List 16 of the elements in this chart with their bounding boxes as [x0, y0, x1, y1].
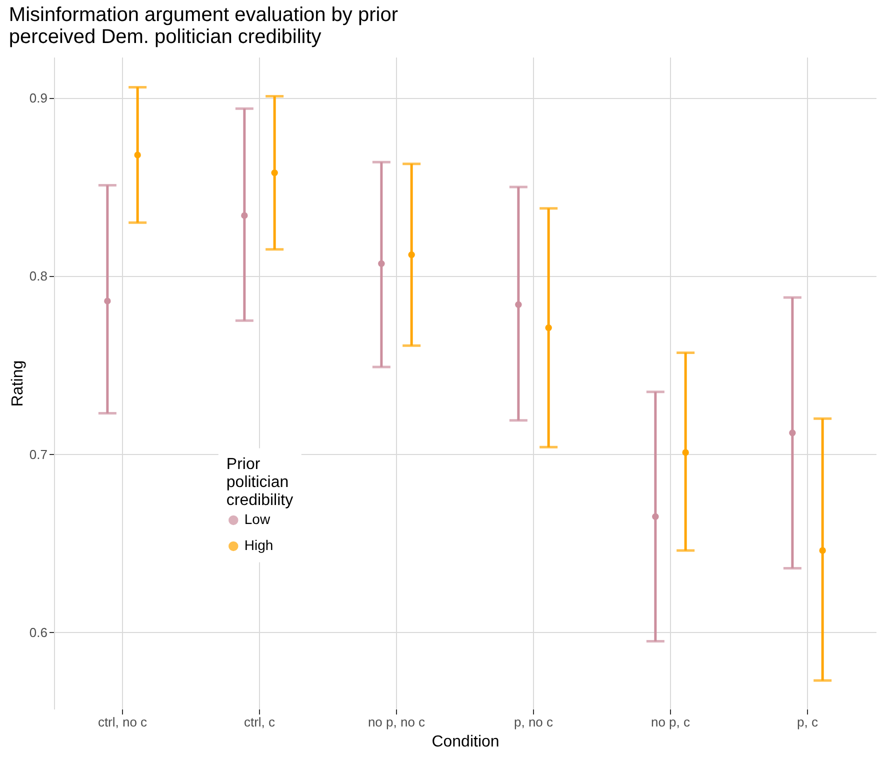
y-tick-label: 0.8: [29, 268, 48, 284]
y-tick-label: 0.6: [29, 624, 48, 640]
y-tick-label: 0.7: [29, 446, 48, 462]
legend-label: Low: [244, 511, 271, 528]
x-tick-label: ctrl, no c: [98, 714, 148, 730]
x-tick-label: no p, no c: [368, 714, 426, 730]
x-tick-label: ctrl, c: [244, 714, 276, 730]
x-axis-title: Condition: [432, 734, 500, 750]
legend-title: Prior politician credibility: [226, 456, 294, 510]
x-tick-label: no p, c: [650, 714, 691, 730]
x-tick-label: p, no c: [514, 714, 554, 730]
y-tick-label: 0.9: [29, 90, 48, 106]
y-axis-title: Rating: [9, 360, 26, 407]
x-tick-label: p, c: [797, 714, 818, 730]
legend-label: High: [244, 537, 274, 554]
chart-title: Misinformation argument evaluation by prior perceived Dem. politician credibility: [8, 4, 398, 48]
